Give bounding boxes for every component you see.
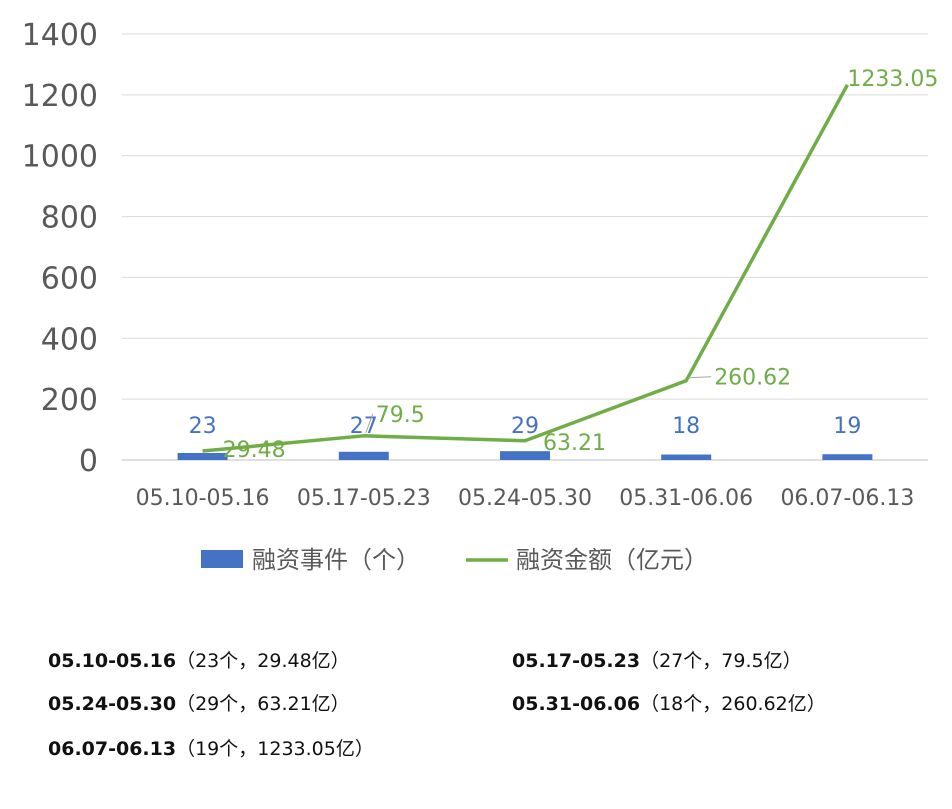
line-series <box>202 83 849 453</box>
note-detail: （23个，29.48亿） <box>176 650 350 672</box>
y-tick-label: 1200 <box>22 79 98 114</box>
summary-note: 05.17-05.23（27个，79.5亿） <box>512 646 802 673</box>
summary-note: 05.10-05.16（23个，29.48亿） <box>48 646 350 673</box>
leader-line <box>365 413 374 433</box>
legend-label: 融资金额（亿元） <box>516 546 708 574</box>
note-detail: （19个，1233.05亿） <box>176 738 374 760</box>
y-tick-label: 800 <box>41 201 98 236</box>
y-tick-label: 1400 <box>22 18 98 53</box>
bar-data-label: 18 <box>672 414 700 439</box>
y-tick-label: 200 <box>41 383 98 418</box>
x-tick-label: 05.17-05.23 <box>297 486 431 511</box>
x-tick-label: 06.07-06.13 <box>780 486 914 511</box>
note-detail: （29个，63.21亿） <box>176 693 350 715</box>
line-data-label: 79.5 <box>376 403 425 428</box>
x-tick-label: 05.24-05.30 <box>458 486 592 511</box>
leader-line <box>688 376 712 379</box>
line-data-label: 29.48 <box>223 438 286 463</box>
bar <box>822 454 873 460</box>
financing-chart: 0 200 400 600 800 1000 1200 1400 05.10-05.16 05.1… <box>22 18 939 574</box>
note-detail: （18个，260.62亿） <box>640 693 826 715</box>
bar <box>661 454 712 460</box>
summary-note: 05.24-05.30（29个，63.21亿） <box>48 689 350 716</box>
legend-swatch-bar <box>201 550 243 568</box>
y-tick-label: 600 <box>41 261 98 296</box>
note-period: 05.24-05.30 <box>48 693 177 715</box>
bar <box>500 451 550 460</box>
bar-data-label: 23 <box>189 414 217 439</box>
y-tick-label: 1000 <box>22 140 98 175</box>
note-detail: （27个，79.5亿） <box>640 650 802 672</box>
note-period: 06.07-06.13 <box>48 738 177 760</box>
x-tick-label: 05.10-05.16 <box>136 486 270 511</box>
bar <box>338 451 389 460</box>
legend-label: 融资事件（个） <box>252 546 420 574</box>
bar-data-label: 19 <box>833 414 861 439</box>
y-tick-label: 0 <box>79 444 98 479</box>
summary-note: 06.07-06.13（19个，1233.05亿） <box>48 734 374 761</box>
summary-note: 05.31-06.06（18个，260.62亿） <box>512 689 826 716</box>
note-period: 05.31-06.06 <box>512 693 641 715</box>
bar-data-label: 29 <box>511 414 539 439</box>
line-data-label: 260.62 <box>714 366 791 391</box>
line-data-label: 1233.05 <box>847 67 938 92</box>
y-tick-label: 400 <box>41 322 98 357</box>
note-period: 05.10-05.16 <box>48 650 177 672</box>
x-tick-label: 05.31-06.06 <box>619 486 753 511</box>
line-data-label: 63.21 <box>543 431 606 456</box>
note-period: 05.17-05.23 <box>512 650 641 672</box>
bar <box>177 453 228 460</box>
